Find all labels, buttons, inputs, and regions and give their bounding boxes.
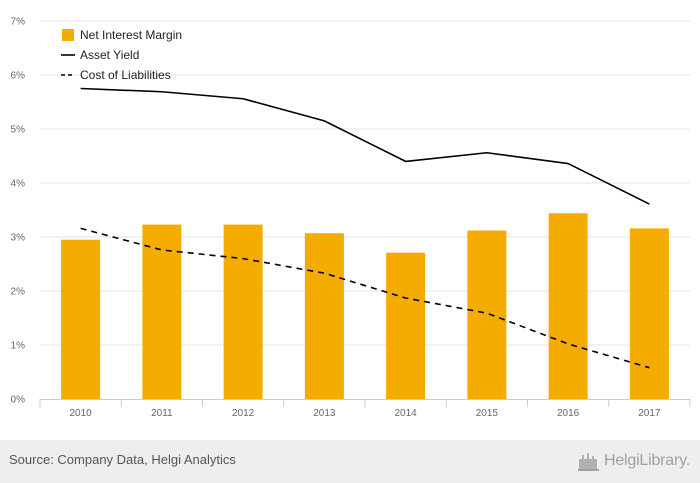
bars: [61, 213, 669, 399]
axes: 0% 1% 2% 3% 4% 5% 6% 7% 2010 2011 2012 2013 2014 2015…: [11, 17, 691, 419]
logo-text: HelgiLibrary.: [603, 452, 690, 469]
chart: 0% 1% 2% 3% 4% 5% 6% 7% 2010 2011 2012 2013 2014 2015…: [11, 17, 691, 419]
x-tick-label: 2016: [557, 408, 580, 419]
lines: [80, 87, 650, 369]
bar: [386, 252, 426, 399]
y-tick-label: 1%: [11, 341, 26, 352]
x-tick-label: 2011: [151, 408, 173, 419]
series-line: [80, 227, 650, 369]
legend-label: Asset Yield: [80, 48, 139, 62]
series-line: [80, 87, 650, 205]
helgi-logo-icon: [577, 453, 599, 471]
source-text: Source: Company Data, Helgi Analytics: [9, 452, 236, 467]
helgi-library-logo: HelgiLibrary.: [577, 448, 690, 474]
bar: [223, 224, 263, 399]
bar: [629, 228, 669, 399]
x-tick-label: 2012: [232, 408, 255, 419]
legend-label: Cost of Liabilities: [80, 68, 171, 82]
bar: [548, 213, 588, 399]
y-tick-label: 7%: [11, 17, 26, 28]
y-tick-label: 3%: [11, 233, 26, 244]
bar: [304, 233, 344, 399]
y-tick-label: 5%: [11, 125, 26, 136]
legend-swatch: [62, 29, 74, 41]
y-tick-label: 6%: [11, 71, 26, 82]
bar: [142, 224, 182, 399]
bar: [467, 230, 507, 399]
y-tick-label: 2%: [11, 287, 26, 298]
x-tick-label: 2014: [395, 408, 418, 419]
x-tick-label: 2017: [638, 408, 661, 419]
legend-label: Net Interest Margin: [80, 28, 182, 42]
x-tick-label: 2010: [70, 408, 93, 419]
x-tick-label: 2013: [313, 408, 336, 419]
footer: Source: Company Data, Helgi Analytics He…: [0, 440, 700, 483]
x-tick-label: 2015: [476, 408, 499, 419]
y-tick-label: 0%: [11, 395, 26, 406]
y-tick-label: 4%: [11, 179, 26, 190]
legend: Net Interest Margin Asset Yield Cost of Li…: [61, 28, 182, 82]
bar: [61, 239, 101, 399]
